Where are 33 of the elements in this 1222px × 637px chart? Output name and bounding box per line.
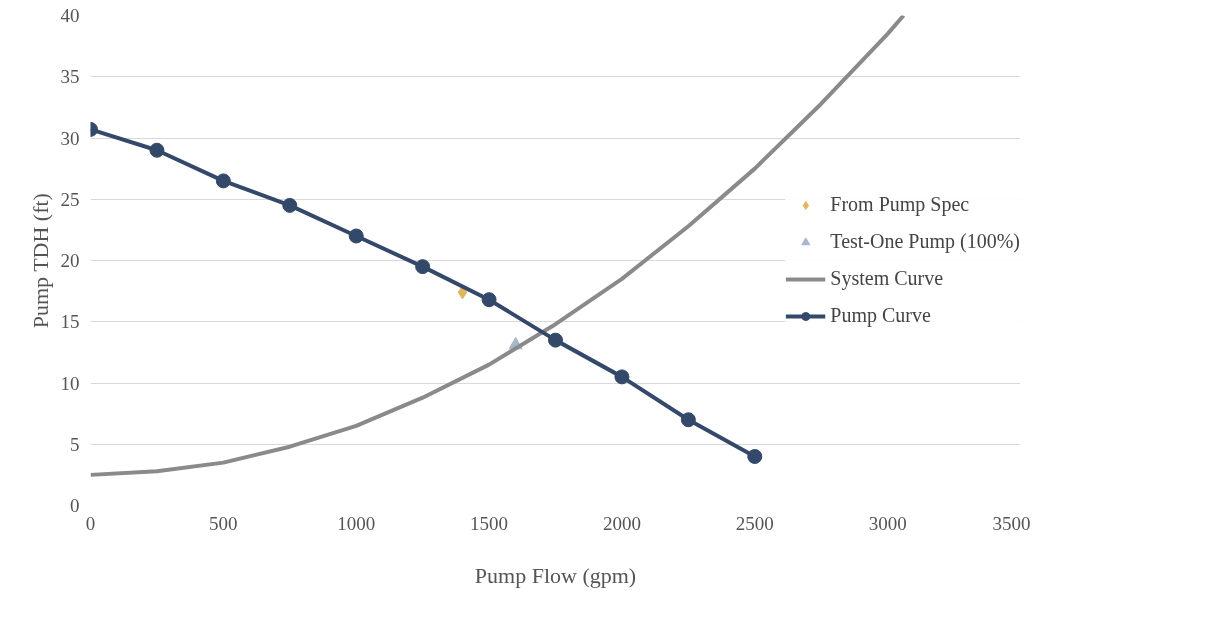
point [747, 449, 763, 464]
y-tick-label: 15 [60, 311, 80, 333]
point [548, 332, 563, 348]
legend-label: System Curve [830, 267, 944, 290]
point [348, 228, 364, 244]
legend-label: From Pump Spec [830, 193, 970, 216]
y-tick-label: 20 [60, 250, 80, 271]
point [481, 292, 497, 308]
y-tick-label: 35 [60, 66, 80, 88]
y-tick-label: 10 [60, 372, 80, 394]
point [680, 412, 696, 428]
x-tick-label: 3500 [992, 512, 1031, 534]
point [149, 142, 165, 158]
point [282, 197, 298, 213]
y-tick-label: 40 [60, 5, 80, 26]
x-tick-label: 0 [85, 512, 96, 534]
point [215, 173, 231, 189]
x-tick-label: 2500 [735, 512, 774, 534]
x-tick-label: 500 [209, 512, 238, 534]
x-tick-label: 1000 [337, 512, 376, 534]
point [614, 369, 630, 385]
y-tick-label: 5 [70, 433, 80, 455]
x-axis-title: Pump Flow (gpm) [474, 562, 637, 588]
x-tick-label: 3000 [868, 512, 907, 534]
y-tick-label: 0 [70, 495, 80, 516]
legend-label: Test-One Pump (100%) [830, 230, 1020, 253]
x-tick-label: 1500 [470, 512, 509, 534]
point [415, 259, 431, 275]
x-tick-label: 2000 [602, 512, 641, 534]
y-axis-title: Pump TDH (ft) [27, 193, 53, 329]
y-tick-label: 30 [60, 127, 80, 149]
y-tick-label: 25 [60, 188, 80, 210]
legend-label: Pump Curve [830, 304, 931, 327]
